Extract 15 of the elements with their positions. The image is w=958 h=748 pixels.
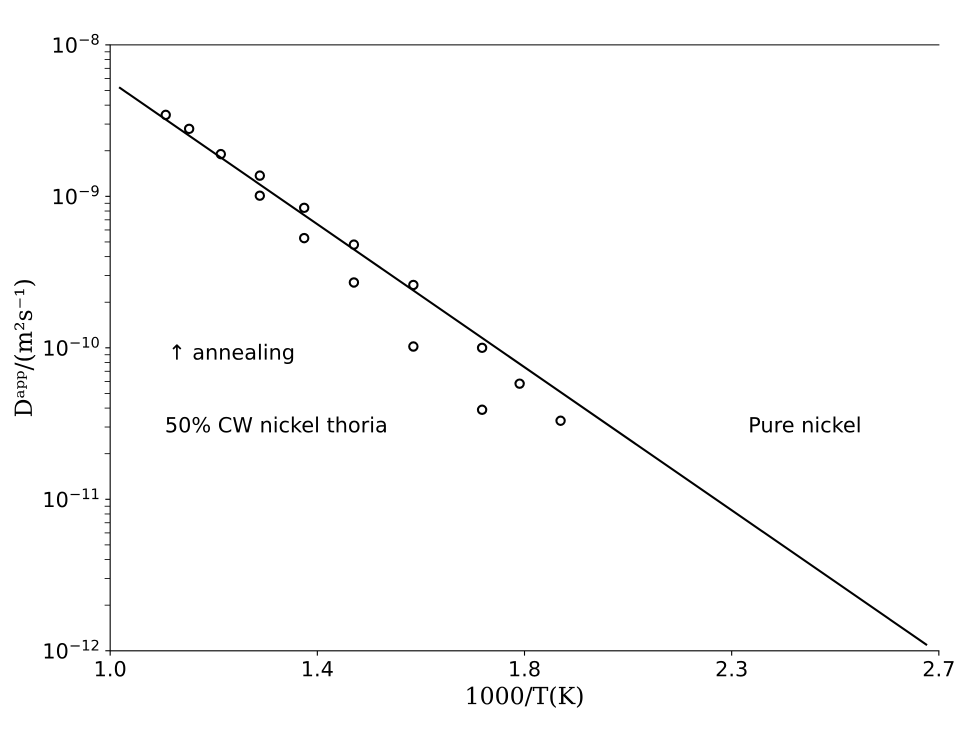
x-axis-title: 1000/T(K): [467, 686, 583, 708]
annotation: Pure nickel: [750, 416, 860, 433]
x-tick-label: 2.3: [716, 660, 747, 677]
annotation: ↑ annealing: [172, 344, 294, 364]
y-tick-label: 10$^{−12}$: [44, 640, 98, 659]
annotation: 50% CW nickel thoria: [166, 416, 386, 433]
y-tick-label: 10$^{−9}$: [54, 185, 99, 204]
y-tick-label: 10$^{−8}$: [54, 34, 99, 53]
y-tick-label: 10$^{−10}$: [44, 336, 99, 356]
x-tick-label: 1.4: [303, 661, 333, 676]
x-tick-label: 1.0: [96, 660, 126, 677]
y-axis-title: Dᵃᵖᵖ/(m²s⁻¹): [14, 280, 36, 416]
x-tick-label: 1.8: [510, 660, 540, 677]
y-tick-label: 10$^{−11}$: [44, 488, 98, 508]
x-tick-label: 2.7: [924, 660, 954, 676]
